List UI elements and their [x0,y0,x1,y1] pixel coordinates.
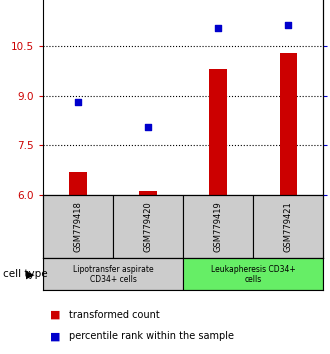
Bar [139,192,157,195]
Text: GSM779419: GSM779419 [214,201,223,252]
Text: GSM779420: GSM779420 [144,201,152,252]
Text: ■: ■ [50,331,60,341]
Bar [183,195,253,258]
Bar [43,195,113,258]
Text: cell type: cell type [3,269,48,279]
Point [75,99,81,105]
Text: ■: ■ [50,310,60,320]
Text: ▶: ▶ [26,269,35,279]
Bar [183,258,323,290]
Point [286,22,291,27]
Bar [113,195,183,258]
Bar [210,69,227,195]
Text: transformed count: transformed count [69,310,160,320]
Text: GSM779421: GSM779421 [284,201,293,252]
Bar [43,258,183,290]
Text: GSM779418: GSM779418 [74,201,82,252]
Text: Lipotransfer aspirate
CD34+ cells: Lipotransfer aspirate CD34+ cells [73,265,153,284]
Text: Leukapheresis CD34+
cells: Leukapheresis CD34+ cells [211,265,296,284]
Bar [69,172,87,195]
Point [215,25,221,31]
Point [146,124,151,130]
Bar [280,53,297,195]
Text: percentile rank within the sample: percentile rank within the sample [69,331,234,341]
Bar [253,195,323,258]
